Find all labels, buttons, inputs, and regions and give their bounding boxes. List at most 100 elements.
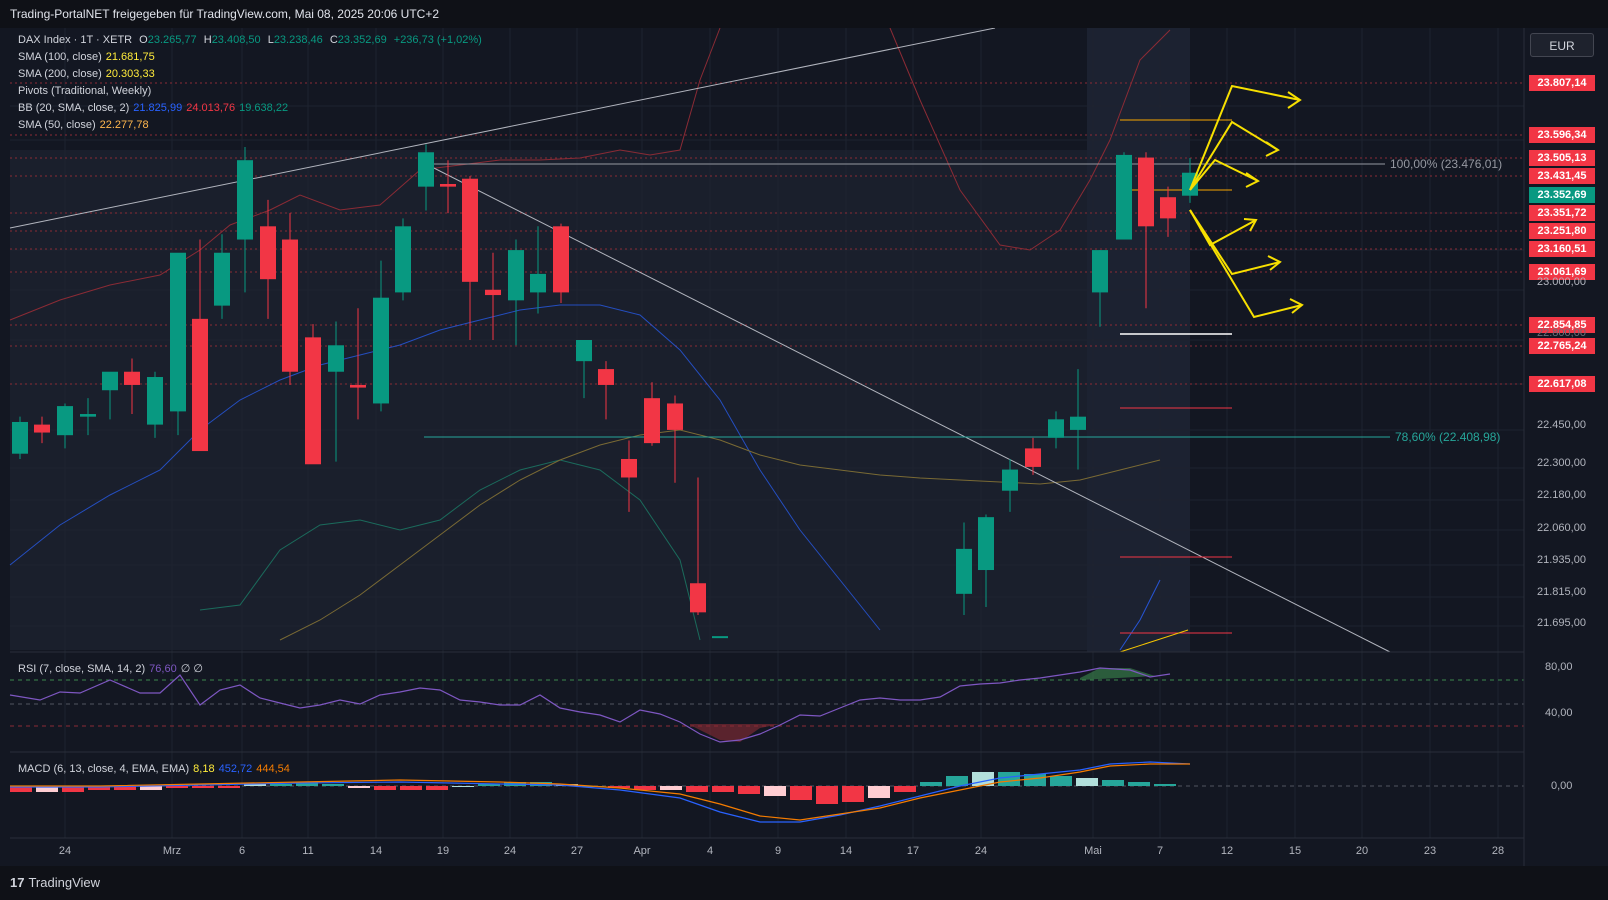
- macd-hist-value: 8,18: [193, 763, 215, 775]
- candle-body: [147, 377, 163, 425]
- macd-hist-bar: [114, 786, 136, 790]
- macd-hist-bar: [946, 776, 968, 786]
- arrow-down-2: [1189, 209, 1281, 276]
- close-label: C: [329, 34, 338, 46]
- time-axis-label: Mrz: [162, 845, 182, 857]
- legend-sma50-row[interactable]: SMA (50, close) 22.277,78: [18, 119, 149, 131]
- high-label: H: [203, 34, 212, 46]
- time-axis-label: 24: [974, 845, 988, 857]
- bb-upper-line-2: [889, 27, 1171, 251]
- macd-hist-bar: [296, 782, 318, 786]
- price-tick: 22.450,00: [1537, 419, 1586, 431]
- macd-hist-bar: [1050, 776, 1072, 786]
- time-axis-label: 4: [706, 845, 714, 857]
- price-tick: 21.695,00: [1537, 617, 1586, 629]
- macd-tick: 0,00: [1551, 780, 1573, 792]
- rsi-legend[interactable]: RSI (7, close, SMA, 14, 2) 76,60 ∅ ∅: [18, 662, 203, 675]
- time-axis-label: 9: [774, 845, 782, 857]
- macd-hist-bar: [270, 784, 292, 786]
- candle-body: [350, 384, 366, 388]
- price-tag: 23.807,14: [1529, 75, 1595, 91]
- candle-body: [576, 340, 592, 362]
- macd-hist-bar: [1024, 774, 1046, 786]
- bollinger-fill: [10, 150, 1190, 650]
- time-axis-label: Apr: [633, 845, 651, 857]
- price-tick: 22.180,00: [1537, 489, 1586, 501]
- macd-hist-bar: [192, 786, 214, 788]
- price-tick: 22.300,00: [1537, 457, 1586, 469]
- time-axis-label: 7: [1156, 845, 1164, 857]
- macd-hist-bar: [1128, 782, 1150, 786]
- arrow-head: [1245, 172, 1260, 188]
- macd-signal-value: 444,54: [256, 763, 290, 775]
- candles: [12, 144, 1198, 639]
- legend-symbol-row[interactable]: DAX Index · 1T · XETR O23.265,77 H23.408…: [18, 34, 482, 46]
- sma100-value: 21.681,75: [105, 51, 155, 63]
- legend-pivots-row[interactable]: Pivots (Traditional, Weekly): [18, 85, 151, 97]
- macd-signal-line: [10, 763, 1190, 821]
- sma200-label: SMA (200, close): [18, 68, 102, 80]
- time-axis-label: 15: [1288, 845, 1302, 857]
- candle-body: [34, 424, 50, 433]
- time-axis-label: 24: [58, 845, 72, 857]
- candle-body: [395, 226, 411, 293]
- footer: 17 TradingView: [0, 866, 1608, 900]
- candle-body: [328, 345, 344, 372]
- candle-body: [1048, 419, 1064, 438]
- macd-hist-bar: [868, 786, 890, 798]
- time-axis-label: 19: [436, 845, 450, 857]
- macd-label: MACD (6, 13, close, 4, EMA, EMA): [18, 763, 190, 775]
- macd-hist-bar: [452, 786, 474, 787]
- macd-value: 452,72: [218, 763, 253, 775]
- macd-hist-bar: [36, 786, 58, 792]
- rsi-line: [9, 667, 1171, 743]
- pivots-label: Pivots (Traditional, Weekly): [18, 85, 152, 97]
- legend-sma100-row[interactable]: SMA (100, close) 21.681,75: [18, 51, 155, 63]
- sma100-label: SMA (100, close): [18, 51, 102, 63]
- candle-body: [305, 337, 321, 465]
- macd-hist-bar: [764, 786, 786, 796]
- time-axis-label: 12: [1220, 845, 1234, 857]
- candle-body: [1070, 416, 1086, 430]
- candle-body: [373, 297, 389, 404]
- open-value: 23.265,77: [147, 34, 197, 46]
- candle-body: [260, 226, 276, 280]
- macd-hist-bar: [62, 786, 84, 792]
- candle-body: [57, 406, 73, 436]
- fib-78-label: 78,60% (22.408,98): [1395, 430, 1501, 444]
- macd-hist-bar: [244, 784, 266, 786]
- arrow-head: [1289, 298, 1304, 314]
- candle-body: [598, 369, 614, 385]
- macd-hist-bar: [738, 786, 760, 794]
- candle-body: [1002, 469, 1018, 491]
- candle-body: [214, 252, 230, 306]
- price-tag: 22.854,85: [1529, 317, 1595, 333]
- time-axis-label: 20: [1355, 845, 1369, 857]
- price-tag: 23.251,80: [1529, 223, 1595, 239]
- legend-bb-row[interactable]: BB (20, SMA, close, 2) 21.825,99 24.013,76…: [18, 102, 288, 114]
- candle-body: [508, 250, 524, 301]
- rsi-tick: 80,00: [1545, 661, 1573, 673]
- candle-body: [621, 458, 637, 478]
- tradingview-logo-icon: 17: [10, 875, 25, 890]
- macd-pane[interactable]: [10, 761, 1524, 823]
- time-axis-label: 11: [302, 845, 314, 857]
- macd-hist-bar: [842, 786, 864, 802]
- rsi-pane[interactable]: [9, 667, 1524, 743]
- price-tag: 23.596,34: [1529, 127, 1595, 143]
- arrow-head: [1243, 218, 1258, 232]
- candle-body: [102, 371, 118, 391]
- last-price-tag: 23.352,69: [1529, 187, 1595, 203]
- rsi-tick: 40,00: [1545, 707, 1573, 719]
- macd-legend[interactable]: MACD (6, 13, close, 4, EMA, EMA) 8,18 452,…: [18, 763, 290, 775]
- macd-hist-bar: [1102, 780, 1124, 786]
- time-axis-label: 28: [1491, 845, 1505, 857]
- legend-sma200-row[interactable]: SMA (200, close) 20.303,33: [18, 68, 155, 80]
- candle-body: [1160, 197, 1176, 219]
- macd-hist-bar: [530, 782, 552, 786]
- projection-line: [1119, 629, 1189, 653]
- macd-hist-bar: [790, 786, 812, 800]
- macd-hist-bar: [1154, 784, 1176, 786]
- currency-button[interactable]: EUR: [1530, 33, 1594, 57]
